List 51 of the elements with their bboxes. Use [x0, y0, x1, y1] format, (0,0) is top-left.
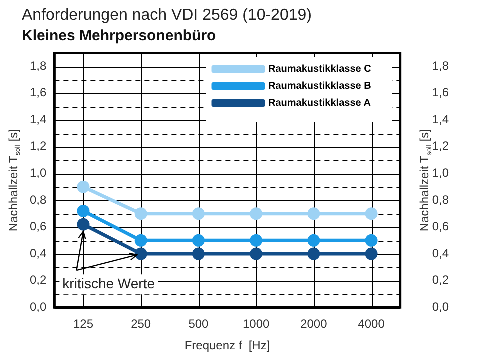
- point: [308, 248, 320, 260]
- point: [308, 208, 320, 220]
- y2-tick-label: 1,4: [432, 112, 450, 126]
- y-tick-label: 1,6: [30, 86, 47, 100]
- annotation: kritische Werte: [62, 275, 156, 292]
- chart-subtitle: Kleines Mehrpersonenbüro: [22, 27, 216, 44]
- point: [77, 180, 90, 194]
- x-tick-label: 2000: [300, 317, 328, 332]
- y2-tick-label: 0,8: [432, 192, 450, 207]
- point: [77, 218, 90, 231]
- y-tick-label: 0,6: [30, 220, 47, 234]
- y2-tick-label: 1,8: [432, 58, 450, 73]
- y-tick-label: 0,4: [30, 246, 47, 260]
- x-tick-label: 4000: [358, 317, 386, 332]
- point: [192, 248, 205, 260]
- point: [250, 248, 263, 260]
- point: [250, 208, 263, 220]
- y-tick-label: 0,0: [30, 300, 47, 314]
- legend-label: Raumakustikklasse C: [268, 64, 372, 75]
- y2-tick-label: 0,0: [432, 300, 450, 314]
- point: [365, 208, 378, 220]
- point: [134, 234, 148, 247]
- legend-label: Raumakustikklasse A: [268, 98, 371, 109]
- point: [192, 234, 205, 247]
- y-tick-label: 1,8: [30, 58, 47, 73]
- x-tick-label: 125: [73, 317, 94, 332]
- point: [250, 234, 263, 247]
- x-tick-label: 250: [131, 317, 152, 332]
- chart-title: Anforderungen nach VDI 2569 (10-2019): [22, 7, 312, 24]
- x-axis-title: Frequenz f [Hz]: [184, 338, 270, 352]
- y2-tick-label: 1,0: [432, 166, 450, 180]
- legend-label: Raumakustikklasse B: [268, 80, 372, 92]
- y2-tick-label: 0,4: [432, 246, 450, 260]
- y-tick-label: 1,0: [30, 166, 47, 180]
- y2-tick-label: 0,2: [432, 273, 450, 288]
- y2-tick-label: 1,6: [432, 86, 450, 100]
- y-tick-label: 1,4: [30, 112, 47, 126]
- point: [365, 248, 378, 260]
- y2-tick-label: 1,2: [432, 139, 450, 154]
- point: [365, 234, 378, 247]
- y-tick-label: 1,2: [30, 139, 47, 154]
- point: [134, 248, 148, 260]
- point: [77, 204, 90, 218]
- y-tick-label: 0,8: [30, 192, 47, 207]
- y-tick-label: 0,2: [30, 273, 47, 288]
- point: [308, 234, 320, 247]
- y2-tick-label: 0,6: [432, 220, 450, 234]
- x-tick-label: 500: [188, 317, 210, 332]
- point: [192, 208, 205, 220]
- point: [134, 208, 148, 220]
- x-tick-label: 1000: [242, 317, 270, 332]
